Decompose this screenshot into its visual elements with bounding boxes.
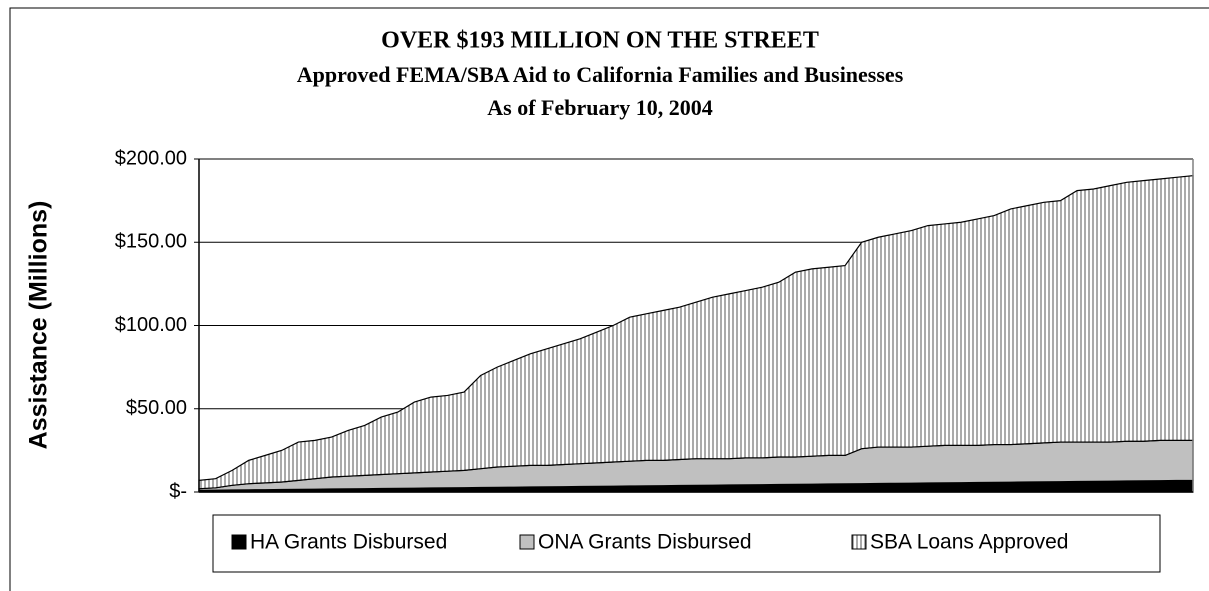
legend-box (212, 514, 1161, 573)
legend-swatch (851, 534, 867, 550)
legend-label: SBA Loans Approved (870, 531, 1069, 554)
area (198, 174, 1194, 490)
y-axis-label: Assistance (Millions) (25, 201, 53, 450)
legend-swatch (519, 534, 535, 550)
legend-label: HA Grants Disbursed (250, 531, 447, 554)
chart-frame (9, 7, 1209, 591)
y-tick-label: $50.00 (126, 397, 187, 419)
y-tick-label: $150.00 (115, 231, 187, 253)
chart-subtitle: As of February 10, 2004 (487, 95, 712, 120)
y-tick-label: $100.00 (115, 314, 187, 336)
chart-title: OVER $193 MILLION ON THE STREET (381, 28, 819, 54)
legend-swatch (231, 534, 247, 550)
legend-label: ONA Grants Disbursed (538, 531, 752, 554)
chart-subtitle: Approved FEMA/SBA Aid to California Fami… (297, 62, 904, 87)
y-tick-label: $200.00 (115, 147, 187, 169)
plot-area (198, 158, 1194, 493)
y-tick-label: $- (169, 480, 187, 502)
